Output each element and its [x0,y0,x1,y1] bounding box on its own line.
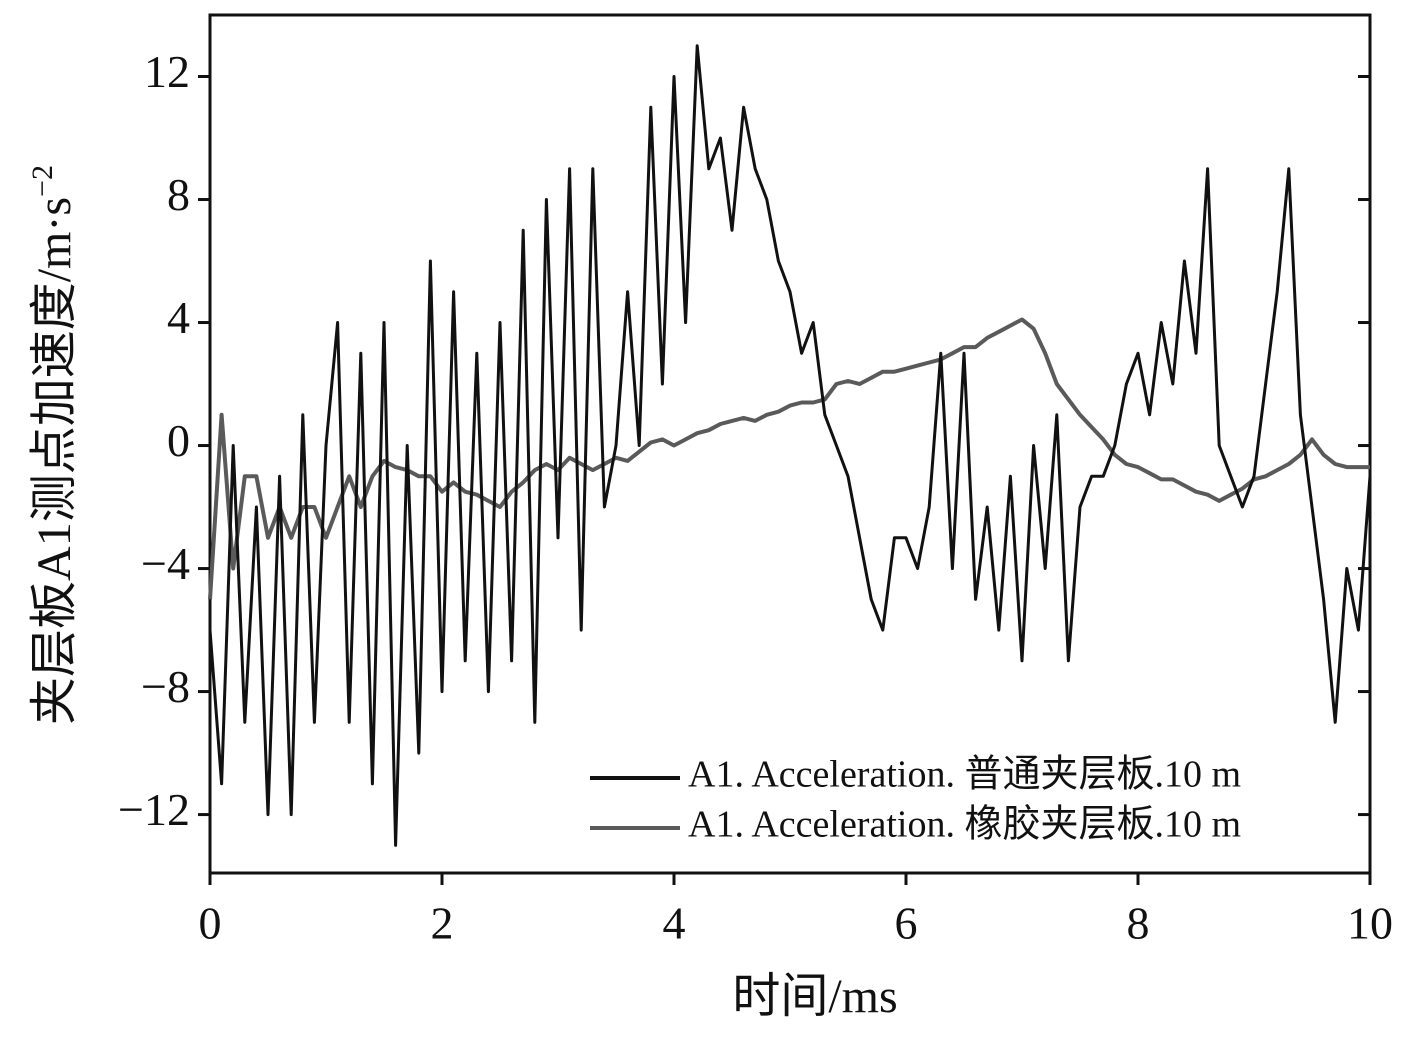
series-line [208,317,1370,600]
x-tick-label: 6 [895,898,918,949]
x-tick-label: 4 [663,898,686,949]
y-tick-label: 4 [167,292,190,343]
x-tick-label: 10 [1347,898,1393,949]
y-axis-title-main: 夹层板A1测点加速度/m·s [28,197,81,725]
y-tick-label: 0 [167,415,190,466]
series-line [208,44,1372,847]
y-tick-label: −4 [141,538,190,589]
legend-label: A1. Acceleration. 普通夹层板.10 m [688,754,1241,796]
y-tick-label: −12 [118,784,190,835]
x-tick-label: 0 [199,898,222,949]
y-axis-title: 夹层板A1测点加速度/m·s−2 [26,165,81,725]
y-axis-title-sup: −2 [26,165,59,197]
x-tick-label: 8 [1127,898,1150,949]
legend-label: A1. Acceleration. 橡胶夹层板.10 m [688,804,1241,846]
plot-frame [208,13,1372,875]
x-tick-label: 2 [431,898,454,949]
y-tick-label: 12 [144,46,190,97]
y-tick-label: 8 [167,169,190,220]
x-axis-title: 时间/ms [732,970,897,1023]
y-tick-label: −8 [141,661,190,712]
